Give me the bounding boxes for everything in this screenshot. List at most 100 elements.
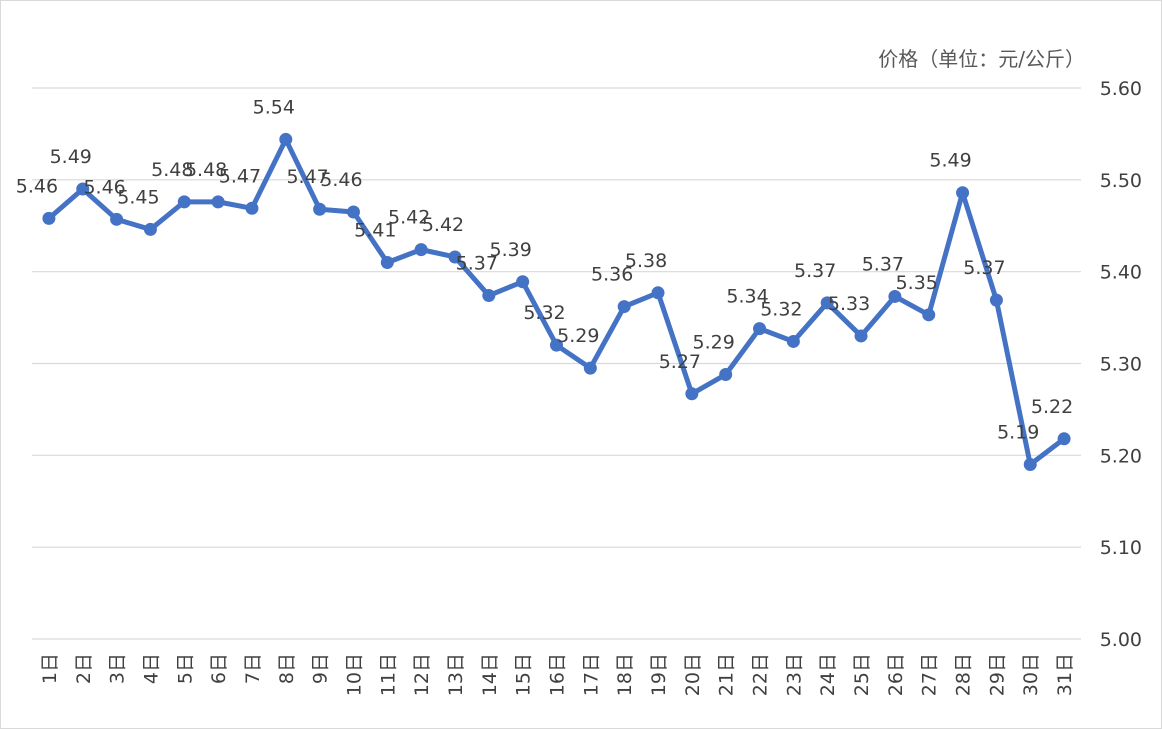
data-point bbox=[177, 195, 191, 209]
data-label: 5.38 bbox=[625, 250, 667, 272]
unit-label: 价格（单位：元/公斤） bbox=[878, 47, 1085, 71]
data-point bbox=[820, 296, 834, 310]
data-point bbox=[414, 243, 428, 257]
data-label: 5.48 bbox=[151, 159, 193, 181]
y-tick-label: 5.40 bbox=[1100, 262, 1142, 284]
x-tick-label: 19日 bbox=[648, 653, 670, 696]
data-label: 5.49 bbox=[50, 146, 92, 168]
data-point bbox=[617, 300, 631, 314]
data-label: 5.33 bbox=[828, 293, 870, 315]
y-tick-label: 5.20 bbox=[1100, 445, 1142, 467]
data-label: 5.42 bbox=[388, 207, 430, 229]
y-axis-ticks: 5.00 5.10 5.20 5.30 5.40 5.50 5.60 bbox=[1100, 78, 1142, 651]
data-point bbox=[346, 205, 360, 219]
data-point bbox=[685, 387, 699, 401]
data-point bbox=[482, 289, 496, 303]
data-point bbox=[956, 186, 970, 200]
x-tick-label: 13日 bbox=[445, 653, 467, 696]
x-tick-label: 30日 bbox=[1020, 653, 1042, 696]
data-point bbox=[279, 132, 293, 146]
data-point bbox=[922, 308, 936, 322]
data-point bbox=[786, 334, 800, 348]
x-tick-label: 16日 bbox=[547, 653, 569, 696]
x-tick-label: 3日 bbox=[107, 653, 129, 684]
x-tick-label: 6日 bbox=[208, 653, 230, 684]
y-tick-label: 5.60 bbox=[1100, 78, 1142, 100]
data-point bbox=[989, 293, 1003, 307]
data-point bbox=[448, 250, 462, 264]
x-tick-label: 8日 bbox=[276, 653, 298, 684]
data-label: 5.46 bbox=[320, 169, 362, 191]
data-label: 5.37 bbox=[963, 257, 1005, 279]
data-point bbox=[1057, 432, 1071, 446]
x-tick-label: 28日 bbox=[953, 653, 975, 696]
data-point bbox=[380, 255, 394, 269]
y-tick-label: 5.50 bbox=[1100, 170, 1142, 192]
data-point bbox=[550, 338, 563, 352]
x-tick-label: 24日 bbox=[817, 653, 839, 696]
x-tick-label: 12日 bbox=[411, 653, 433, 696]
x-tick-label: 17日 bbox=[580, 653, 602, 696]
data-label: 5.34 bbox=[726, 286, 768, 308]
gridlines bbox=[32, 87, 1081, 640]
x-tick-label: 29日 bbox=[986, 653, 1008, 696]
data-label: 5.36 bbox=[591, 264, 633, 286]
data-label: 5.32 bbox=[760, 298, 802, 320]
data-label: 5.48 bbox=[185, 159, 227, 181]
x-tick-label: 4日 bbox=[140, 653, 162, 684]
x-tick-label: 20日 bbox=[682, 653, 704, 696]
data-label: 5.41 bbox=[354, 219, 396, 241]
data-label: 5.37 bbox=[862, 253, 904, 275]
data-point bbox=[516, 275, 530, 289]
data-label: 5.46 bbox=[16, 175, 58, 197]
y-tick-label: 5.30 bbox=[1100, 354, 1142, 376]
data-point bbox=[76, 182, 90, 196]
x-tick-label: 18日 bbox=[614, 653, 636, 696]
data-point bbox=[211, 195, 225, 209]
x-tick-label: 7日 bbox=[242, 653, 264, 684]
data-point bbox=[110, 212, 124, 226]
data-label: 5.42 bbox=[422, 214, 464, 236]
data-point bbox=[753, 322, 767, 336]
data-label: 5.47 bbox=[219, 165, 261, 187]
x-tick-label: 11日 bbox=[377, 653, 399, 696]
data-label: 5.49 bbox=[929, 150, 971, 172]
data-label: 5.29 bbox=[693, 332, 735, 354]
x-tick-label: 31日 bbox=[1054, 653, 1076, 696]
data-point bbox=[651, 286, 665, 300]
data-label: 5.39 bbox=[490, 239, 532, 261]
x-tick-label: 21日 bbox=[716, 653, 738, 696]
x-tick-label: 10日 bbox=[343, 653, 365, 696]
y-tick-label: 5.00 bbox=[1100, 629, 1142, 651]
x-tick-label: 9日 bbox=[310, 653, 332, 684]
data-label: 5.19 bbox=[997, 422, 1039, 444]
data-point bbox=[143, 222, 157, 236]
data-label: 5.22 bbox=[1031, 396, 1073, 418]
x-tick-label: 26日 bbox=[885, 653, 907, 696]
x-tick-label: 25日 bbox=[851, 653, 873, 696]
data-label: 5.29 bbox=[557, 325, 599, 347]
data-point bbox=[313, 202, 327, 216]
data-label: 5.35 bbox=[896, 272, 938, 294]
data-point bbox=[719, 368, 733, 382]
x-axis-ticks: 1日 2日 3日 4日 5日 6日 7日 8日 9日 10日 11日 12日 13日 14日 15日 16日 1… bbox=[39, 653, 1076, 696]
data-label: 5.47 bbox=[286, 166, 328, 188]
x-tick-label: 15日 bbox=[513, 653, 535, 696]
data-point bbox=[854, 329, 868, 343]
data-label: 5.45 bbox=[117, 186, 159, 208]
data-point bbox=[1023, 458, 1037, 472]
data-point bbox=[42, 211, 56, 225]
x-tick-label: 22日 bbox=[750, 653, 772, 696]
data-label: 5.27 bbox=[659, 351, 701, 373]
x-tick-label: 27日 bbox=[919, 653, 941, 696]
series-price bbox=[42, 132, 1071, 472]
data-labels: 5.465.495.465.455.485.485.475.545.475.46… bbox=[16, 96, 1073, 443]
x-tick-label: 2日 bbox=[73, 653, 95, 684]
data-point bbox=[245, 201, 259, 215]
data-label: 5.46 bbox=[83, 176, 125, 198]
data-point bbox=[583, 361, 597, 375]
x-tick-label: 5日 bbox=[174, 653, 196, 684]
y-tick-label: 5.10 bbox=[1100, 537, 1142, 559]
